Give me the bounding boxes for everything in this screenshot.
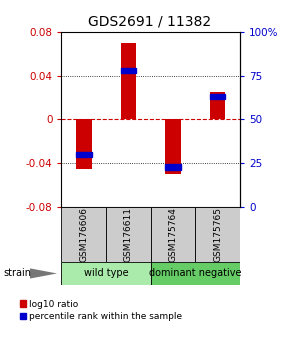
Bar xyxy=(76,120,92,169)
Bar xyxy=(151,207,195,262)
Bar xyxy=(210,92,226,120)
Bar xyxy=(121,43,136,120)
Text: wild type: wild type xyxy=(84,268,128,279)
Text: dominant negative: dominant negative xyxy=(149,268,242,279)
Bar xyxy=(165,120,181,174)
Bar xyxy=(106,207,151,262)
Text: GDS2691 / 11382: GDS2691 / 11382 xyxy=(88,14,212,28)
Bar xyxy=(61,262,151,285)
Bar xyxy=(121,68,136,73)
Bar xyxy=(165,164,181,170)
Bar xyxy=(210,94,226,99)
Polygon shape xyxy=(30,268,57,279)
Text: strain: strain xyxy=(3,268,31,279)
Text: GSM176606: GSM176606 xyxy=(79,207,88,262)
Text: GSM175764: GSM175764 xyxy=(169,207,178,262)
Bar xyxy=(61,207,106,262)
Text: GSM175765: GSM175765 xyxy=(213,207,222,262)
Legend: log10 ratio, percentile rank within the sample: log10 ratio, percentile rank within the … xyxy=(20,299,183,321)
Bar xyxy=(76,152,92,157)
Bar xyxy=(151,262,240,285)
Bar xyxy=(195,207,240,262)
Text: GSM176611: GSM176611 xyxy=(124,207,133,262)
